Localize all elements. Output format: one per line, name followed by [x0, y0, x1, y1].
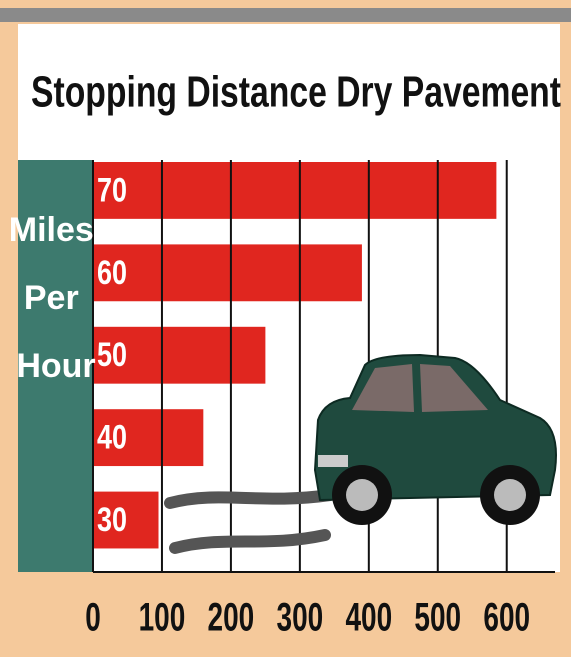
x-tick-label: 400 — [345, 596, 392, 640]
category-label: 30 — [97, 501, 127, 539]
category-label: 40 — [97, 419, 127, 457]
car-window — [420, 364, 488, 412]
x-tick-label: 100 — [139, 596, 186, 640]
skid-mark — [169, 529, 331, 554]
skid-mark — [164, 489, 336, 509]
x-ticks: 0 100 200 300 400 500 600 — [85, 596, 530, 640]
bar — [93, 162, 497, 219]
car-window — [352, 364, 414, 412]
car-hub — [346, 479, 378, 511]
x-tick-label: 500 — [414, 596, 461, 640]
bar — [93, 491, 159, 549]
bar — [93, 244, 362, 302]
x-tick-label: 300 — [277, 596, 324, 640]
x-tick-label: 200 — [208, 596, 255, 640]
category-label: 60 — [97, 254, 127, 292]
car-light — [318, 455, 348, 467]
car-hub — [494, 479, 526, 511]
x-tick-label: 0 — [85, 596, 101, 640]
category-label: 70 — [97, 171, 127, 209]
bar — [93, 326, 266, 384]
x-tick-label: 600 — [483, 596, 530, 640]
bars: 70 60 50 40 30 — [93, 162, 497, 549]
car-illustration — [164, 353, 557, 554]
bar — [93, 409, 204, 467]
top-strip — [0, 8, 571, 22]
y-axis-label: Miles Per Hour — [9, 211, 103, 385]
chart-title: Stopping Distance Dry Pavement — [31, 68, 561, 117]
y-label-panel — [18, 160, 93, 572]
category-label: 50 — [97, 336, 127, 374]
